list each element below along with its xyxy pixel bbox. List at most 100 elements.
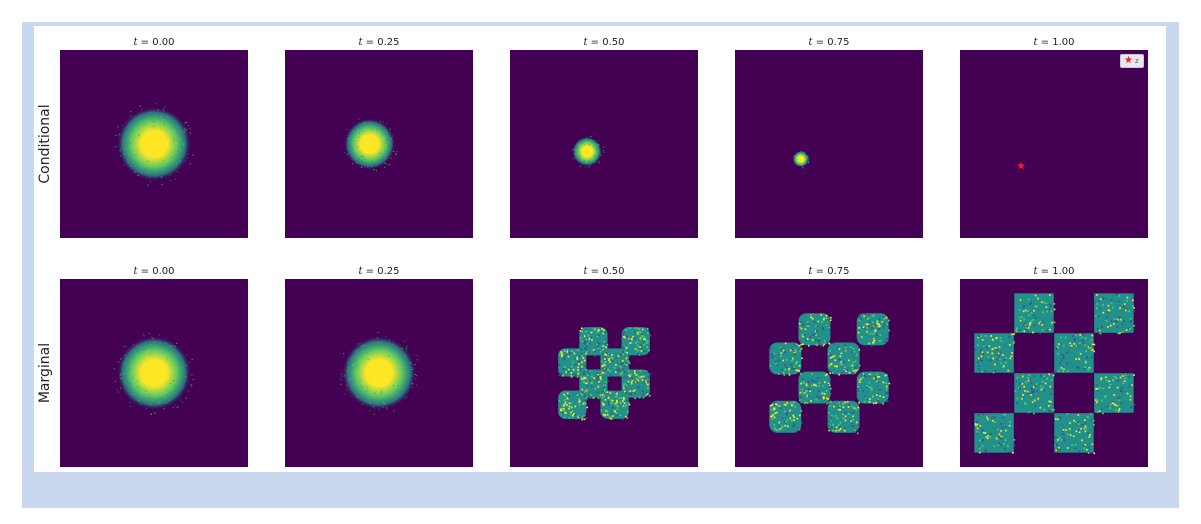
noise-speck bbox=[1048, 303, 1051, 306]
noise-speck bbox=[1116, 320, 1118, 323]
noise-speck bbox=[185, 364, 187, 366]
noise-speck bbox=[360, 166, 363, 168]
noise-speck bbox=[139, 171, 141, 173]
noise-speck bbox=[620, 403, 622, 405]
noise-speck bbox=[1128, 376, 1131, 379]
noise-speck bbox=[405, 347, 407, 350]
noise-speck bbox=[1000, 430, 1002, 432]
noise-speck bbox=[782, 359, 785, 362]
noise-speck bbox=[1003, 365, 1005, 367]
noise-speck bbox=[1066, 351, 1068, 354]
noise-speck bbox=[888, 329, 890, 332]
noise-speck bbox=[877, 326, 879, 328]
noise-speck bbox=[852, 418, 855, 421]
noise-speck bbox=[1019, 319, 1022, 322]
noise-speck bbox=[804, 391, 807, 394]
noise-speck bbox=[114, 146, 116, 148]
noise-speck bbox=[808, 381, 810, 384]
noise-speck bbox=[775, 411, 778, 414]
noise-speck bbox=[1090, 413, 1092, 415]
noise-speck bbox=[828, 365, 831, 368]
noise-speck bbox=[995, 337, 998, 339]
noise-speck bbox=[1085, 362, 1087, 365]
noise-speck bbox=[366, 386, 368, 388]
noise-speck bbox=[582, 142, 584, 144]
noise-speck bbox=[1050, 322, 1053, 325]
noise-speck bbox=[1130, 319, 1132, 322]
noise-speck bbox=[581, 391, 584, 394]
noise-speck bbox=[133, 137, 135, 139]
noise-speck bbox=[354, 356, 357, 359]
noise-speck bbox=[821, 344, 824, 346]
noise-speck bbox=[814, 333, 816, 336]
noise-speck bbox=[403, 359, 405, 361]
noise-speck bbox=[566, 392, 569, 395]
noise-speck bbox=[979, 359, 982, 361]
panel-title: t = 0.75 bbox=[735, 37, 923, 48]
noise-speck bbox=[626, 364, 628, 366]
noise-speck bbox=[398, 396, 400, 398]
noise-speck bbox=[839, 363, 842, 365]
noise-speck bbox=[185, 121, 188, 123]
noise-speck bbox=[632, 335, 634, 338]
noise-speck bbox=[166, 388, 168, 390]
noise-speck bbox=[1124, 377, 1127, 380]
noise-speck bbox=[884, 374, 887, 377]
noise-speck bbox=[622, 333, 625, 336]
noise-speck bbox=[580, 141, 583, 143]
noise-speck bbox=[1062, 354, 1065, 357]
noise-speck bbox=[1026, 390, 1029, 393]
noise-speck bbox=[779, 354, 782, 357]
noise-speck bbox=[607, 380, 609, 382]
noise-speck bbox=[575, 393, 578, 395]
noise-speck bbox=[1113, 394, 1116, 396]
noise-speck bbox=[844, 411, 847, 414]
noise-speck bbox=[879, 395, 881, 397]
noise-speck bbox=[796, 430, 798, 433]
noise-speck bbox=[401, 357, 403, 360]
noise-speck bbox=[640, 348, 643, 350]
noise-speck bbox=[146, 122, 148, 125]
noise-speck bbox=[804, 401, 807, 403]
noise-speck bbox=[875, 334, 878, 337]
noise-speck bbox=[1041, 323, 1044, 326]
noise-speck bbox=[984, 335, 987, 337]
noise-speck bbox=[1081, 439, 1083, 442]
noise-speck bbox=[573, 351, 575, 354]
noise-speck bbox=[642, 396, 645, 399]
noise-speck bbox=[1088, 436, 1091, 438]
noise-speck bbox=[873, 339, 876, 342]
noise-speck bbox=[583, 393, 586, 395]
noise-speck bbox=[576, 358, 579, 361]
noise-speck bbox=[1060, 359, 1063, 362]
noise-speck bbox=[994, 416, 996, 419]
noise-speck bbox=[145, 390, 147, 392]
noise-speck bbox=[619, 401, 622, 404]
noise-speck bbox=[642, 375, 645, 378]
noise-speck bbox=[132, 394, 134, 396]
noise-speck bbox=[1126, 299, 1128, 302]
noise-speck bbox=[619, 365, 622, 368]
noise-speck bbox=[792, 424, 795, 427]
noise-speck bbox=[132, 377, 134, 379]
noise-speck bbox=[585, 380, 588, 383]
noise-speck bbox=[1090, 339, 1093, 341]
noise-speck bbox=[348, 383, 350, 385]
heatmap-panel bbox=[960, 279, 1148, 467]
noise-speck bbox=[625, 384, 628, 386]
panel-title: t = 1.00 bbox=[960, 37, 1148, 48]
noise-speck bbox=[645, 393, 647, 396]
noise-speck bbox=[610, 418, 613, 420]
noise-speck bbox=[370, 122, 372, 124]
noise-speck bbox=[781, 368, 783, 371]
noise-speck bbox=[187, 390, 189, 392]
noise-speck bbox=[597, 139, 599, 142]
noise-speck bbox=[833, 372, 836, 375]
noise-speck bbox=[866, 326, 868, 329]
noise-speck bbox=[877, 385, 879, 388]
noise-speck bbox=[355, 157, 357, 159]
noise-speck bbox=[1062, 430, 1064, 432]
noise-speck bbox=[845, 370, 847, 372]
noise-speck bbox=[585, 389, 588, 392]
noise-speck bbox=[593, 377, 596, 380]
